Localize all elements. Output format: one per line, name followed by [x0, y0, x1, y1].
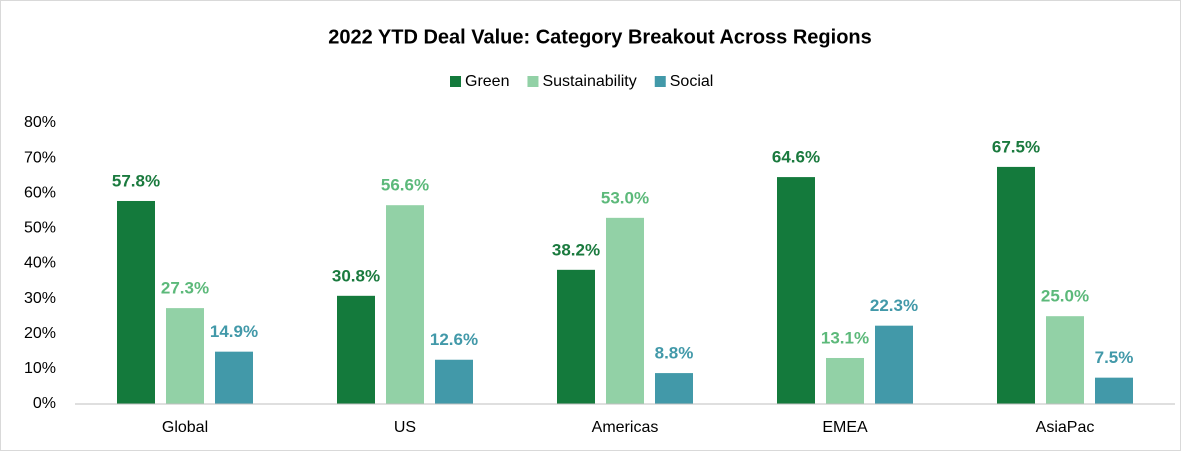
y-tick-label: 70% [24, 149, 56, 166]
value-label: 25.0% [1041, 287, 1089, 306]
y-tick-label: 60% [24, 184, 56, 201]
y-tick-label: 10% [24, 360, 56, 377]
bar [655, 373, 693, 404]
value-label: 22.3% [870, 296, 918, 315]
value-label: 14.9% [210, 322, 258, 341]
bar [435, 359, 473, 404]
bar [215, 351, 253, 404]
x-tick-label: Americas [592, 419, 659, 436]
bar [117, 200, 155, 404]
legend-label: Social [670, 73, 714, 90]
y-tick-label: 0% [33, 395, 56, 412]
legend-label: Sustainability [542, 73, 636, 90]
bar [166, 308, 204, 404]
y-tick-label: 20% [24, 325, 56, 342]
value-label: 30.8% [332, 266, 380, 285]
x-tick-label: AsiaPac [1036, 419, 1095, 436]
legend-swatch [450, 76, 461, 87]
bar [875, 325, 913, 404]
legend-swatch [527, 76, 539, 87]
bar [777, 177, 815, 404]
x-tick-label: Global [162, 419, 208, 436]
value-label: 27.3% [161, 279, 209, 298]
chart-title: 2022 YTD Deal Value: Category Breakout A… [328, 26, 872, 48]
value-label: 67.5% [992, 137, 1040, 156]
bar [386, 205, 424, 404]
value-label: 13.1% [821, 328, 869, 347]
y-tick-label: 30% [24, 290, 56, 307]
bar [557, 269, 595, 404]
x-tick-label: US [394, 419, 416, 436]
bar [997, 166, 1035, 404]
bar [606, 217, 644, 404]
y-tick-label: 40% [24, 255, 56, 272]
value-label: 38.2% [552, 240, 600, 259]
value-label: 53.0% [601, 188, 649, 207]
value-label: 57.8% [112, 171, 160, 190]
y-tick-label: 50% [24, 220, 56, 237]
bar [1095, 377, 1133, 404]
legend-label: Green [465, 73, 509, 90]
bar [826, 357, 864, 404]
y-tick-label: 80% [24, 114, 56, 131]
value-label: 64.6% [772, 148, 820, 167]
value-label: 8.8% [655, 344, 694, 363]
value-label: 7.5% [1095, 348, 1134, 367]
x-tick-label: EMEA [822, 419, 868, 436]
bar [337, 295, 375, 404]
value-label: 12.6% [430, 330, 478, 349]
value-label: 56.6% [381, 176, 429, 195]
bar [1046, 316, 1084, 404]
legend-swatch [654, 76, 666, 87]
